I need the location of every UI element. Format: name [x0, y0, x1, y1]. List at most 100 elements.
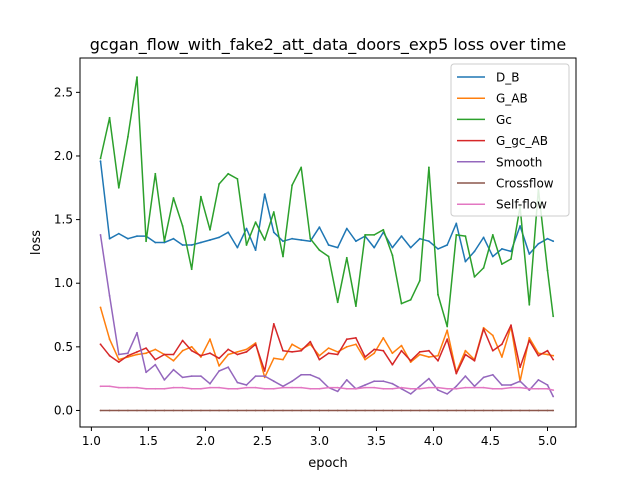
data-point-gc: [501, 263, 503, 265]
data-point-g-gc-ab: [291, 351, 293, 353]
data-point-d-b: [300, 239, 303, 241]
data-point-self-flow: [501, 387, 503, 390]
data-point-self-flow: [108, 385, 111, 388]
data-point-d-b: [537, 242, 540, 245]
data-point-d-b: [552, 240, 555, 243]
data-point-crossflow: [510, 409, 512, 412]
data-point-crossflow: [501, 409, 503, 412]
data-point-g-gc-ab: [318, 358, 321, 361]
data-point-gc: [428, 166, 430, 169]
data-point-d-b: [455, 222, 458, 225]
data-point-g-gc-ab: [473, 359, 476, 362]
data-point-d-b: [528, 253, 531, 255]
data-point-g-gc-ab: [428, 349, 430, 352]
data-point-gc: [127, 136, 129, 138]
data-point-smooth: [200, 375, 202, 377]
data-point-g-gc-ab: [127, 354, 129, 357]
data-point-g-ab: [400, 344, 403, 347]
data-point-crossflow: [373, 409, 376, 412]
data-point-gc: [400, 302, 403, 305]
data-point-gc: [108, 116, 111, 119]
data-point-smooth: [218, 370, 221, 372]
data-point-d-b: [254, 249, 257, 252]
data-point-self-flow: [300, 386, 303, 389]
data-point-gc: [364, 234, 366, 236]
data-point-gc: [181, 225, 184, 227]
data-point-d-b: [519, 225, 521, 227]
data-point-d-b: [263, 193, 266, 196]
data-point-g-ab: [382, 337, 385, 339]
data-point-gc: [382, 228, 385, 231]
data-point-self-flow: [190, 387, 193, 390]
data-point-d-b: [373, 246, 376, 249]
data-point-gc: [528, 303, 531, 306]
data-point-smooth: [272, 380, 275, 383]
data-point-self-flow: [291, 386, 293, 389]
data-point-gc: [318, 249, 321, 252]
x-tick-label: 3.5: [367, 434, 386, 448]
data-point-crossflow: [190, 409, 193, 412]
data-point-g-gc-ab: [491, 349, 494, 352]
data-point-self-flow: [391, 387, 394, 390]
data-point-d-b: [464, 260, 467, 263]
data-point-smooth: [181, 376, 184, 379]
data-point-g-gc-ab: [245, 351, 248, 353]
data-point-g-gc-ab: [537, 354, 540, 357]
data-point-crossflow: [291, 409, 293, 412]
data-point-d-b: [108, 237, 111, 240]
data-point-smooth: [282, 385, 284, 388]
data-point-gc: [510, 258, 512, 260]
data-point-smooth: [510, 384, 512, 386]
x-tick-label: 4.0: [424, 434, 443, 448]
data-point-smooth: [473, 385, 476, 388]
data-point-g-ab: [181, 349, 184, 352]
data-point-g-gc-ab: [236, 353, 239, 356]
data-point-smooth: [300, 373, 303, 376]
data-point-g-ab: [99, 306, 102, 309]
data-point-d-b: [437, 248, 439, 250]
data-point-gc: [272, 211, 275, 213]
data-point-d-b: [236, 246, 239, 249]
data-point-crossflow: [163, 409, 166, 412]
data-point-self-flow: [245, 386, 248, 389]
data-point-self-flow: [455, 387, 458, 390]
data-point-d-b: [127, 237, 129, 240]
data-point-crossflow: [482, 409, 485, 412]
data-point-g-gc-ab: [200, 354, 202, 357]
data-point-self-flow: [209, 386, 211, 389]
data-point-self-flow: [510, 386, 512, 389]
data-point-g-ab: [236, 351, 239, 353]
data-point-g-gc-ab: [282, 349, 284, 352]
data-point-smooth: [154, 363, 157, 366]
data-point-smooth: [209, 382, 211, 385]
data-point-smooth: [428, 377, 430, 380]
data-point-crossflow: [528, 409, 531, 412]
y-tick-label: 1.0: [54, 276, 73, 290]
data-point-g-ab: [428, 356, 430, 358]
data-point-self-flow: [154, 387, 157, 390]
data-point-gc: [136, 76, 138, 78]
data-point-crossflow: [263, 409, 266, 412]
data-point-g-gc-ab: [272, 323, 275, 325]
data-point-smooth: [491, 373, 494, 376]
data-point-d-b: [391, 246, 394, 249]
data-point-smooth: [99, 234, 102, 236]
y-tick-label: 0.0: [54, 403, 73, 417]
data-point-d-b: [209, 239, 211, 241]
data-point-self-flow: [127, 386, 129, 389]
data-point-g-gc-ab: [263, 370, 266, 372]
data-point-crossflow: [300, 409, 303, 412]
data-point-d-b: [282, 240, 284, 243]
data-point-crossflow: [318, 409, 321, 412]
data-point-smooth: [127, 352, 129, 355]
data-point-self-flow: [227, 387, 230, 390]
data-point-self-flow: [409, 387, 412, 390]
data-point-self-flow: [382, 387, 385, 390]
data-point-self-flow: [99, 385, 102, 388]
x-tick-label: 5.0: [538, 434, 557, 448]
data-point-g-gc-ab: [254, 343, 257, 346]
data-point-crossflow: [236, 409, 239, 412]
data-point-smooth: [309, 373, 312, 376]
data-point-g-gc-ab: [418, 351, 421, 353]
data-point-crossflow: [227, 409, 230, 412]
